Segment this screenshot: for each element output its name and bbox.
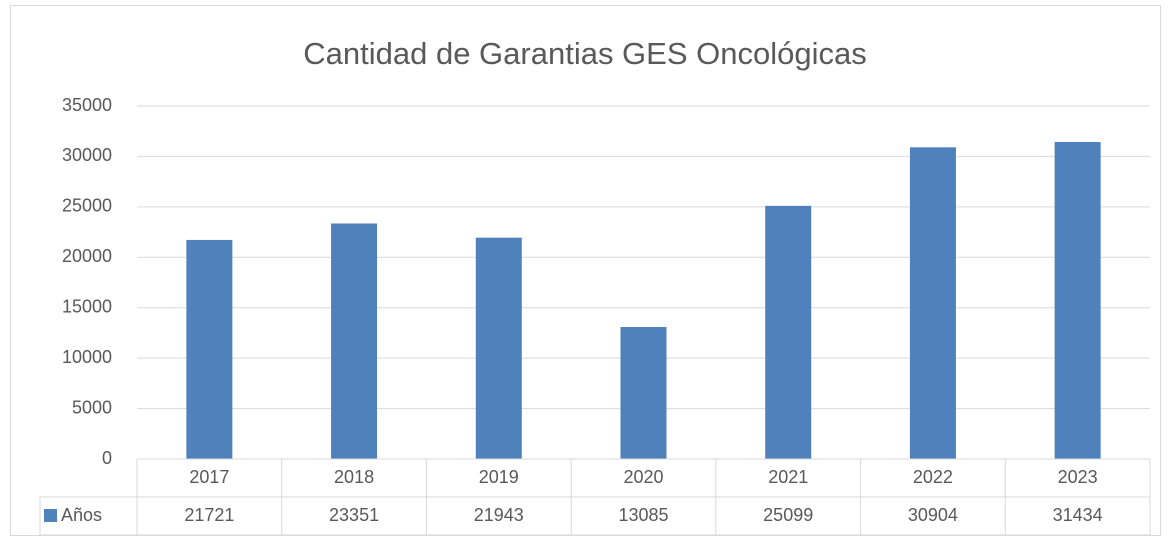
x-tick-label: 2019 xyxy=(479,467,519,487)
x-tick-label: 2021 xyxy=(768,467,808,487)
bar xyxy=(475,237,522,459)
table-value: 30904 xyxy=(908,505,958,525)
bar xyxy=(620,327,667,459)
chart-title: Cantidad de Garantias GES Oncológicas xyxy=(303,36,866,71)
table-value: 23351 xyxy=(329,505,379,525)
bar xyxy=(186,239,233,459)
y-tick-label: 30000 xyxy=(62,145,112,165)
x-tick-label: 2023 xyxy=(1058,467,1098,487)
bar xyxy=(765,205,812,459)
bar xyxy=(909,147,956,459)
table-value: 21721 xyxy=(184,505,234,525)
x-tick-label: 2017 xyxy=(189,467,229,487)
x-tick-label: 2018 xyxy=(334,467,374,487)
legend-key xyxy=(44,509,57,522)
chart-frame xyxy=(10,5,1161,536)
y-tick-label: 15000 xyxy=(62,296,112,316)
y-tick-label: 0 xyxy=(102,448,112,468)
bar xyxy=(1054,141,1101,460)
y-tick-label: 10000 xyxy=(62,347,112,367)
y-tick-label: 20000 xyxy=(62,246,112,266)
y-tick-label: 5000 xyxy=(72,397,112,417)
table-value: 25099 xyxy=(763,505,813,525)
table-value: 13085 xyxy=(618,505,668,525)
y-tick-label: 25000 xyxy=(62,196,112,216)
x-tick-label: 2020 xyxy=(623,467,663,487)
x-tick-label: 2022 xyxy=(913,467,953,487)
y-tick-label: 35000 xyxy=(62,95,112,115)
bar xyxy=(331,223,378,459)
table-value: 31434 xyxy=(1053,505,1103,525)
legend-label: Años xyxy=(61,505,102,525)
table-value: 21943 xyxy=(474,505,524,525)
